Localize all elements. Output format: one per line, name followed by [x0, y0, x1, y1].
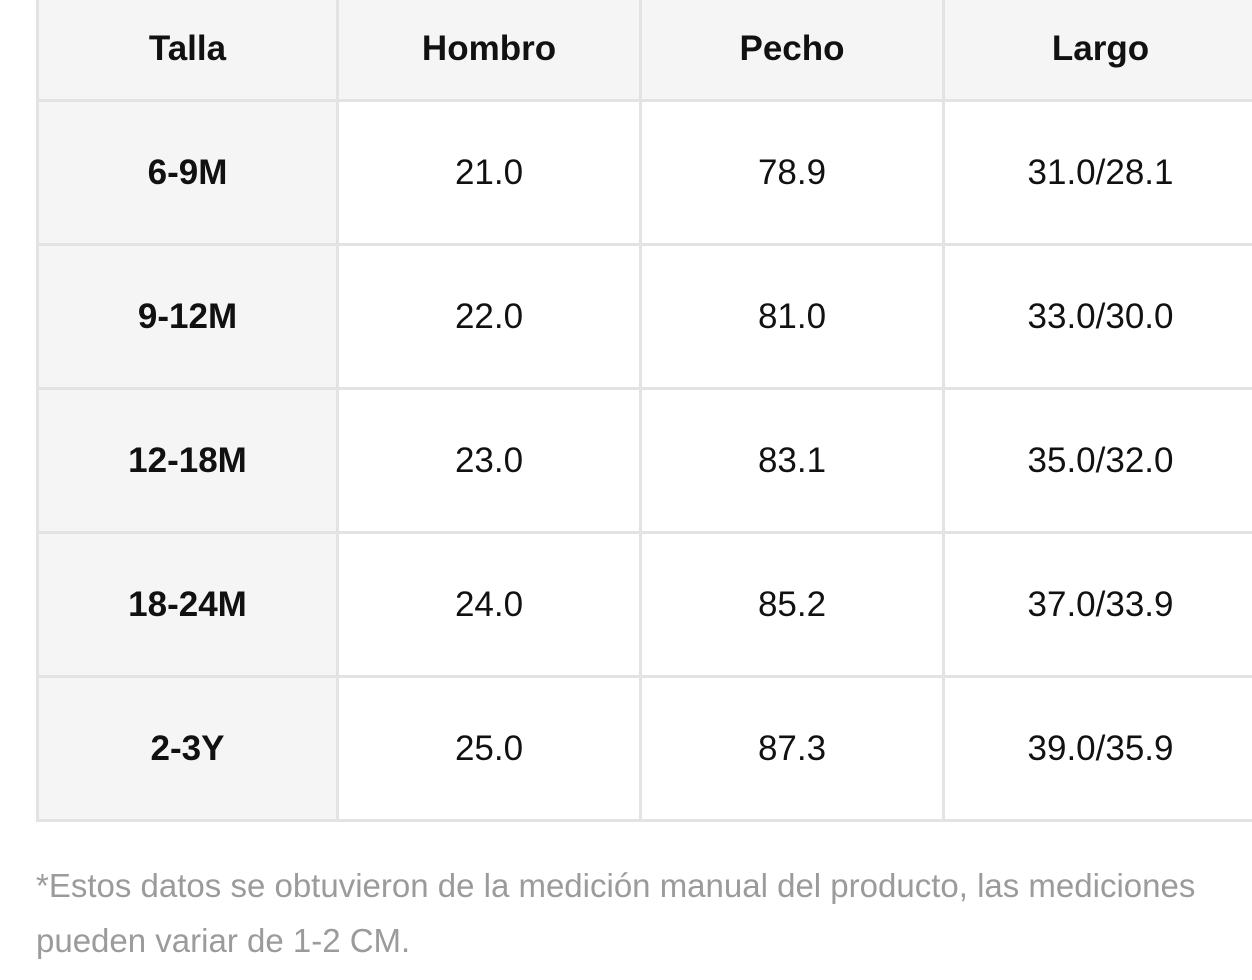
table-row: 18-24M 24.0 85.2 37.0/33.9: [36, 531, 1252, 678]
size-cell: 18-24M: [36, 531, 339, 678]
size-cell: 12-18M: [36, 387, 339, 534]
measurement-disclaimer: *Estos datos se obtuvieron de la medició…: [36, 867, 1196, 959]
chest-cell: 78.9: [639, 99, 945, 246]
header-length: Largo: [942, 0, 1252, 102]
shoulder-cell: 22.0: [336, 243, 642, 390]
size-chart-table: Talla Hombro Pecho Largo 6-9M 21.0 78.9 …: [36, 0, 1252, 822]
table-row: 6-9M 21.0 78.9 31.0/28.1: [36, 99, 1252, 246]
chest-cell: 87.3: [639, 675, 945, 822]
table-row: 2-3Y 25.0 87.3 39.0/35.9: [36, 675, 1252, 822]
header-shoulder: Hombro: [336, 0, 642, 102]
chest-cell: 81.0: [639, 243, 945, 390]
header-chest: Pecho: [639, 0, 945, 102]
shoulder-cell: 23.0: [336, 387, 642, 534]
size-cell: 6-9M: [36, 99, 339, 246]
table-header-row: Talla Hombro Pecho Largo: [36, 0, 1252, 102]
length-cell: 35.0/32.0: [942, 387, 1252, 534]
length-cell: 31.0/28.1: [942, 99, 1252, 246]
length-cell: 37.0/33.9: [942, 531, 1252, 678]
shoulder-cell: 21.0: [336, 99, 642, 246]
size-cell: 2-3Y: [36, 675, 339, 822]
header-size: Talla: [36, 0, 339, 102]
table-row: 12-18M 23.0 83.1 35.0/32.0: [36, 387, 1252, 534]
size-cell: 9-12M: [36, 243, 339, 390]
length-cell: 33.0/30.0: [942, 243, 1252, 390]
shoulder-cell: 24.0: [336, 531, 642, 678]
table-row: 9-12M 22.0 81.0 33.0/30.0: [36, 243, 1252, 390]
chest-cell: 83.1: [639, 387, 945, 534]
shoulder-cell: 25.0: [336, 675, 642, 822]
chest-cell: 85.2: [639, 531, 945, 678]
length-cell: 39.0/35.9: [942, 675, 1252, 822]
